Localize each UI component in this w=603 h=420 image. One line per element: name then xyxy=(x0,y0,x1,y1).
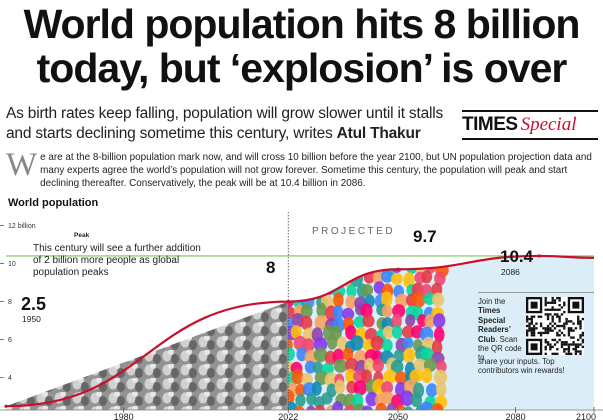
intro-text: e are at the 8-billion population mark n… xyxy=(40,152,592,189)
byline: Atul Thakur xyxy=(336,125,421,142)
data-point xyxy=(537,254,541,258)
data-point xyxy=(396,267,400,271)
peak-value-label: 10.4 xyxy=(500,247,534,266)
badge-times: TIMES xyxy=(462,114,518,135)
mid-value-label: 9.7 xyxy=(413,227,437,246)
times-special-badge: TIMES Special xyxy=(462,110,598,140)
headline: World population hits 8 billion today, b… xyxy=(0,2,603,90)
y-tick-label: 10 xyxy=(8,261,16,268)
start-value-label: 2.5 xyxy=(21,294,47,314)
y-tick-label: 8 xyxy=(8,299,12,306)
chart-canvas: 12 billion 10 8 6 4 1980 2022 2050 2080 2100 xyxy=(0,210,603,420)
headline-line-2: today, but ‘explosion’ is over xyxy=(36,45,568,91)
past-population-area xyxy=(6,301,289,410)
x-tick-label: 2022 xyxy=(278,412,298,420)
readers-club-panel: Join the Times Special Readers’ Club. Sc… xyxy=(478,292,594,389)
badge-special: Special xyxy=(520,114,577,135)
x-tick-label: 1980 xyxy=(114,412,134,420)
y-tick-label: 12 billion xyxy=(8,223,36,230)
readers-club-text: Join the Times Special Readers’ Club. Sc… xyxy=(478,297,522,363)
growth-note: This century will see a further addition… xyxy=(33,243,201,278)
qr-code[interactable] xyxy=(526,297,584,355)
population-chart: 12 billion 10 8 6 4 1980 2022 2050 2080 2100 Pea… xyxy=(0,210,603,420)
deck-text: As birth rates keep falling, population … xyxy=(6,105,444,142)
x-tick-label: 2100 xyxy=(576,412,596,420)
y-tick-label: 4 xyxy=(8,375,12,382)
y-tick-label: 6 xyxy=(8,337,12,344)
data-point xyxy=(4,404,8,408)
population-points xyxy=(4,254,541,408)
projected-label: PROJECTED xyxy=(312,226,396,237)
today-value-label: 8 xyxy=(266,258,276,277)
x-tick-label: 2080 xyxy=(506,412,526,420)
dropcap: W xyxy=(6,147,38,183)
y-axis: 12 billion 10 8 6 4 xyxy=(0,223,36,382)
peak-label: Peak xyxy=(74,232,90,239)
data-point xyxy=(286,299,290,304)
readers-club-caption: share your inputs. Top contributors win … xyxy=(478,357,565,376)
x-axis-ticks: 1980 2022 2050 2080 2100 xyxy=(114,407,596,420)
x-tick-label: 2050 xyxy=(388,412,408,420)
deck: As birth rates keep falling, population … xyxy=(6,104,456,144)
headline-line-1: World population hits 8 billion xyxy=(23,1,581,47)
chart-title: World population xyxy=(8,197,99,209)
start-year-label: 1950 xyxy=(22,314,41,324)
peak-year-label: 2086 xyxy=(501,267,520,277)
